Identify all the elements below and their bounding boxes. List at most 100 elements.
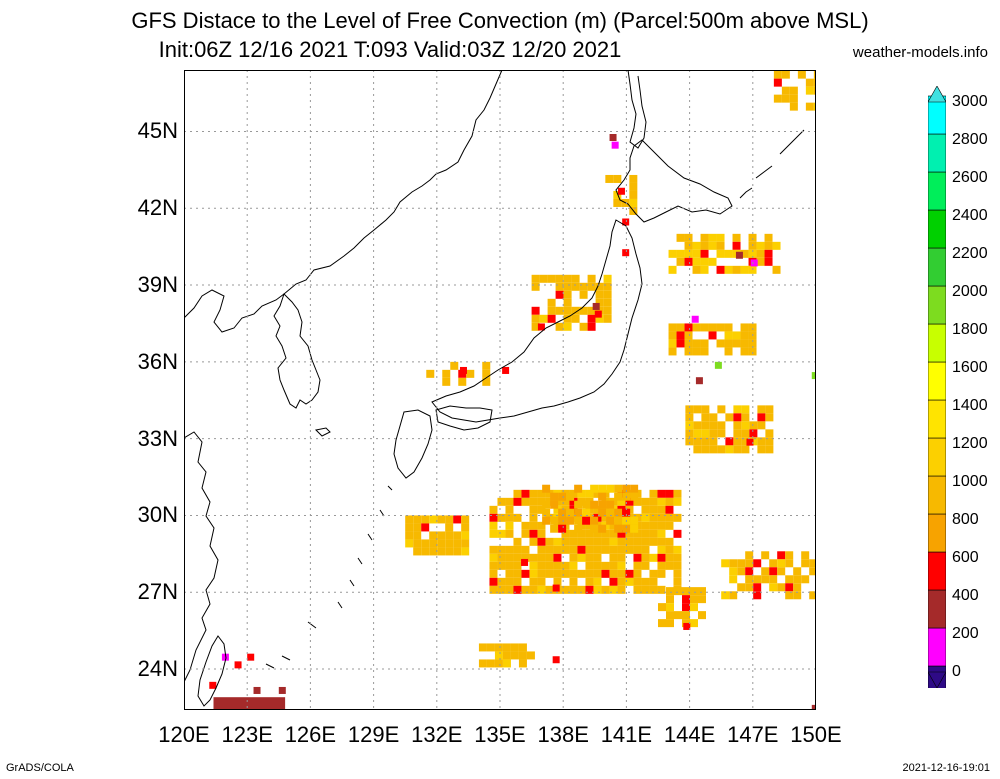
taiwan-coast: [197, 635, 227, 707]
field-cell: [657, 537, 666, 546]
field-cell: [513, 545, 522, 554]
lat-label: 45N: [137, 118, 178, 144]
field-cell: [625, 537, 634, 546]
field-cell: [547, 314, 556, 323]
field-cell: [749, 429, 758, 438]
field-cell: [809, 559, 816, 568]
field-cell: [769, 559, 778, 568]
field-cell: [587, 322, 596, 331]
field-cell: [617, 585, 626, 594]
field-cell: [574, 500, 583, 509]
field-cell: [553, 553, 562, 562]
field-cell: [724, 265, 733, 274]
field-cell: [609, 561, 618, 570]
field-cell: [649, 521, 658, 530]
field-cell: [684, 331, 693, 340]
field-cell: [497, 529, 506, 538]
field-cell: [717, 429, 726, 438]
colorbar-label: 400: [952, 587, 979, 604]
field-cell: [716, 339, 725, 348]
field-cell: [732, 331, 741, 340]
field-cell: [673, 489, 682, 498]
field-cell: [558, 492, 567, 501]
field-spot: [209, 681, 217, 689]
field-cell: [461, 515, 470, 524]
colorbar-segment: [928, 247, 946, 287]
field-cell: [617, 577, 626, 586]
field-cell: [486, 659, 495, 668]
field-cell: [555, 282, 564, 291]
field-cell: [709, 413, 718, 422]
field-cell: [445, 515, 454, 524]
field-cell: [453, 547, 462, 556]
field-cell: [682, 611, 690, 620]
field-cell: [700, 249, 709, 258]
field-cell: [609, 545, 618, 554]
field-cell: [614, 484, 623, 493]
field-cell: [598, 492, 607, 501]
field-cell: [701, 437, 710, 446]
field-cell: [668, 339, 677, 348]
field-cell: [574, 484, 583, 493]
field-cell: [413, 531, 422, 540]
field-cell: [813, 78, 816, 87]
field-cell: [437, 547, 446, 556]
field-cell: [595, 314, 604, 323]
field-cell: [716, 265, 725, 274]
colorbar-segment: [928, 551, 946, 591]
field-cell: [745, 551, 754, 560]
field-cell: [545, 553, 554, 562]
field-cell: [413, 515, 422, 524]
field-cell: [563, 290, 572, 299]
field-cell: [641, 505, 650, 514]
lon-label: 123E: [221, 722, 273, 747]
field-cell: [609, 529, 618, 538]
field-cell: [649, 569, 658, 578]
field-cell: [668, 331, 677, 340]
lon-label: 147E: [727, 722, 779, 747]
field-cell: [753, 591, 762, 600]
field-cell: [757, 445, 766, 454]
field-cell: [502, 659, 511, 668]
field-cell: [529, 553, 538, 562]
field-cell: [461, 523, 470, 532]
field-cell: [740, 265, 749, 274]
field-cell: [745, 567, 754, 576]
field-cell: [606, 516, 615, 525]
field-cell: [601, 569, 610, 578]
field-cell: [692, 339, 701, 348]
field-cell: [603, 282, 612, 291]
field-cell: [569, 561, 578, 570]
field-cell: [801, 575, 810, 584]
field-cell: [445, 539, 454, 548]
field-cell: [724, 339, 733, 348]
field-cell: [657, 569, 666, 578]
field-cell: [708, 257, 717, 266]
field-cell: [756, 257, 765, 266]
field-cell: [649, 553, 658, 562]
field-cell: [582, 516, 591, 525]
field-cell: [741, 437, 750, 446]
field-cell: [569, 577, 578, 586]
field-cell: [542, 516, 551, 525]
field-cell: [603, 298, 612, 307]
field-cell: [613, 198, 622, 207]
field-cell: [593, 553, 602, 562]
field-cell: [725, 445, 734, 454]
field-cell: [531, 314, 540, 323]
field-cell: [772, 241, 781, 250]
field-cell: [773, 70, 782, 71]
field-cell: [717, 445, 726, 454]
field-cell: [571, 306, 580, 315]
field-cell: [609, 537, 618, 546]
field-cell: [725, 437, 734, 446]
field-cell: [521, 545, 530, 554]
field-cell: [489, 553, 498, 562]
colorbar-segment: [928, 513, 946, 553]
field-cell: [606, 484, 615, 493]
sakhalin-coast: [627, 70, 647, 149]
field-cell: [765, 445, 774, 454]
field-cell: [673, 513, 682, 522]
field-cell: [753, 575, 762, 584]
field-cell: [684, 241, 693, 250]
